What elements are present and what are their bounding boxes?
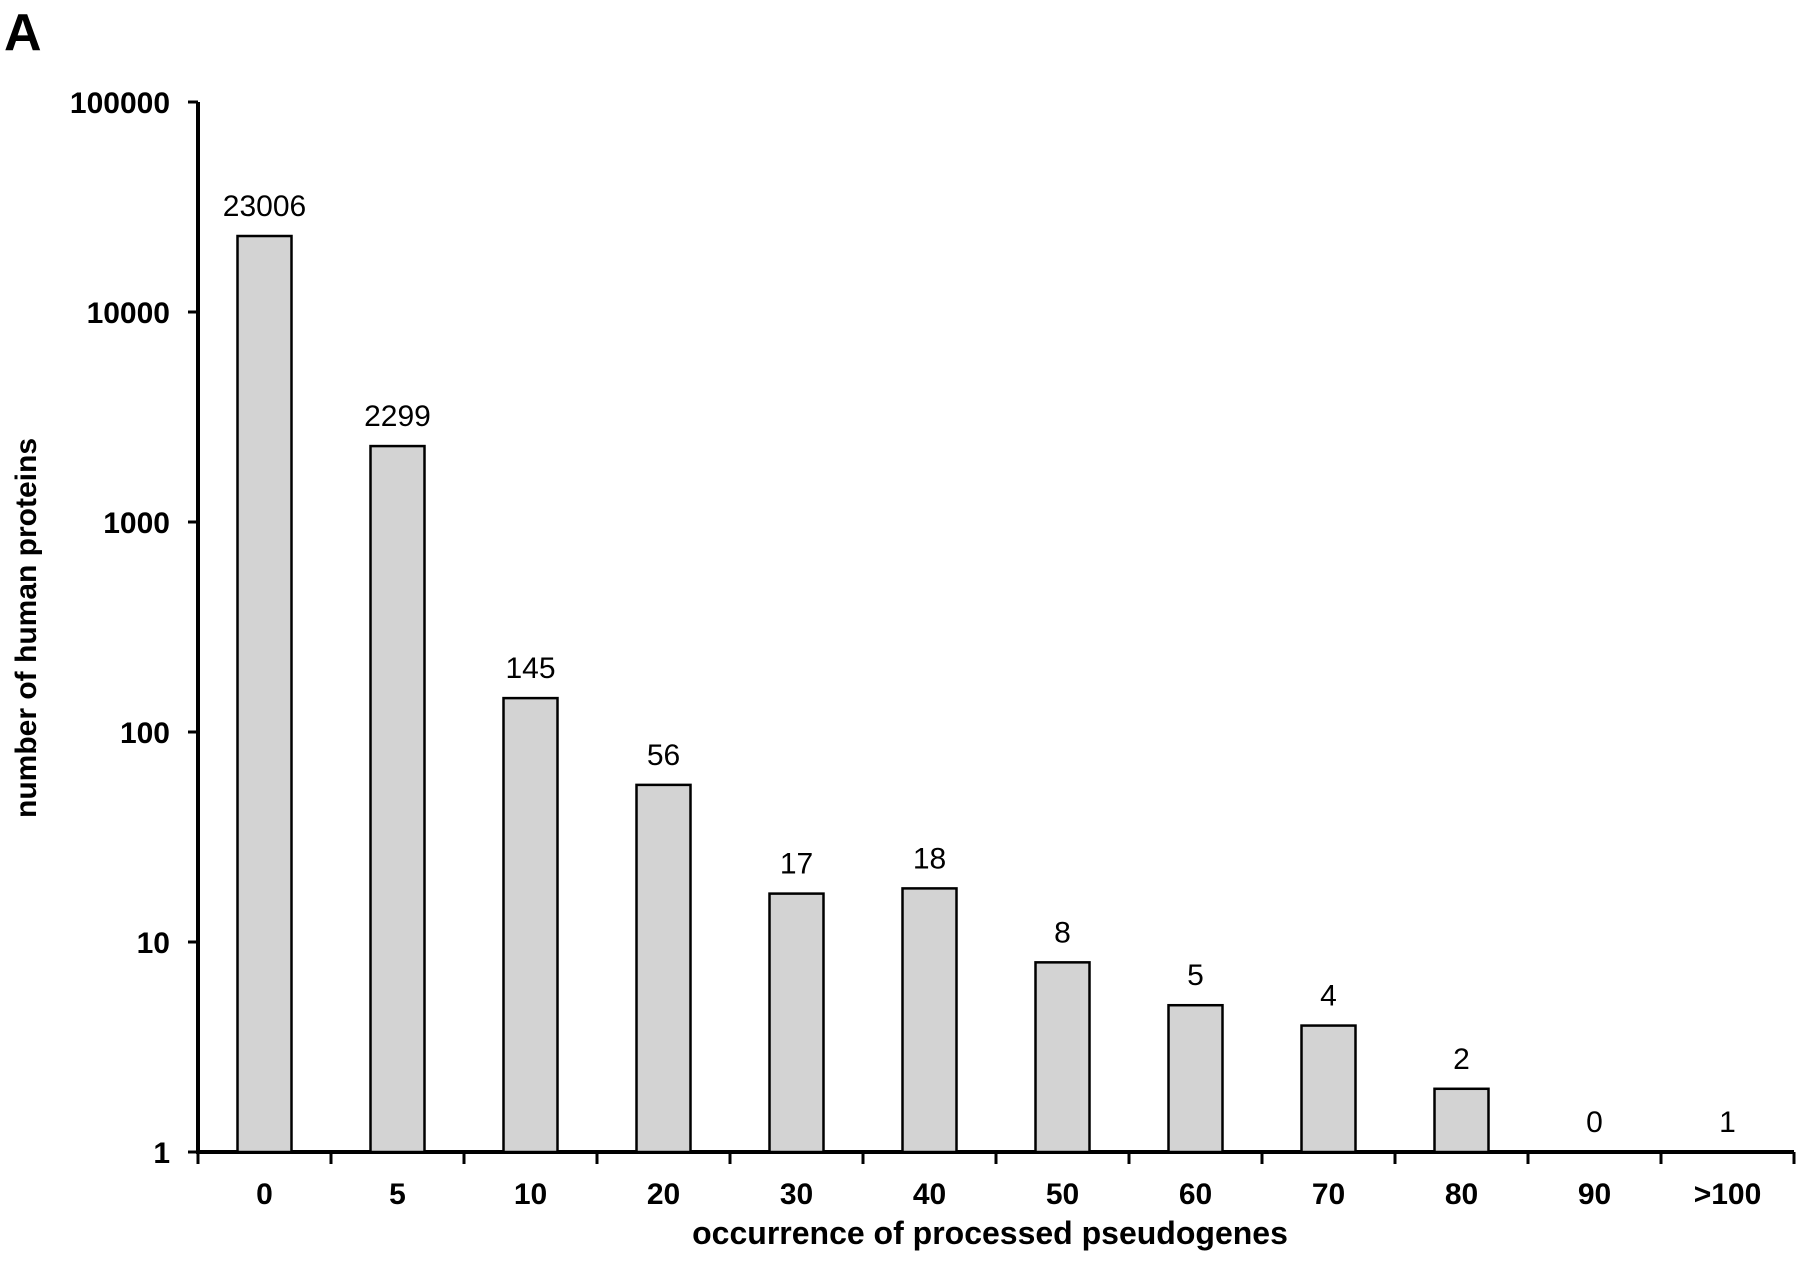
x-tick-label: 10 — [514, 1178, 547, 1211]
x-tick-label: 0 — [256, 1178, 273, 1211]
data-label: 17 — [780, 848, 813, 881]
bar — [1433, 1087, 1490, 1154]
plot-area: 1101001000100001000002300602299514510562… — [70, 87, 1796, 1211]
x-tick-label: 50 — [1046, 1178, 1079, 1211]
bar — [1167, 1003, 1224, 1154]
x-tick-label: 70 — [1312, 1178, 1345, 1211]
data-label: 18 — [913, 842, 946, 875]
bar — [236, 234, 293, 1154]
bar — [1034, 961, 1091, 1154]
x-tick-label: 80 — [1445, 1178, 1478, 1211]
y-tick-label: 100000 — [70, 87, 170, 120]
bar — [768, 892, 825, 1154]
y-tick-label: 10 — [137, 927, 170, 960]
x-tick-label: >100 — [1694, 1178, 1762, 1211]
x-axis-label: occurrence of processed pseudogenes — [692, 1215, 1288, 1251]
bar — [1300, 1024, 1357, 1154]
bar — [635, 783, 692, 1154]
x-tick-label: 30 — [780, 1178, 813, 1211]
data-label: 56 — [647, 739, 680, 772]
data-label: 8 — [1054, 916, 1071, 949]
x-tick-label: 60 — [1179, 1178, 1212, 1211]
x-tick-label: 40 — [913, 1178, 946, 1211]
y-tick-label: 1000 — [103, 507, 170, 540]
data-label: 2 — [1453, 1043, 1470, 1076]
data-label: 0 — [1586, 1106, 1603, 1139]
x-tick-label: 90 — [1578, 1178, 1611, 1211]
y-tick-label: 1 — [153, 1137, 170, 1170]
bar — [369, 444, 426, 1154]
data-label: 23006 — [223, 190, 306, 223]
x-tick-label: 20 — [647, 1178, 680, 1211]
data-label: 145 — [505, 652, 555, 685]
panel-label: A — [4, 4, 42, 62]
data-label: 5 — [1187, 959, 1204, 992]
data-label: 1 — [1719, 1106, 1736, 1139]
x-tick-label: 5 — [389, 1178, 406, 1211]
y-tick-label: 100 — [120, 717, 170, 750]
data-label: 4 — [1320, 980, 1337, 1013]
data-label: 2299 — [364, 400, 431, 433]
y-tick-label: 10000 — [87, 297, 170, 330]
bar — [901, 887, 958, 1154]
y-axis-label: number of human proteins — [10, 438, 43, 818]
bar — [502, 696, 559, 1154]
